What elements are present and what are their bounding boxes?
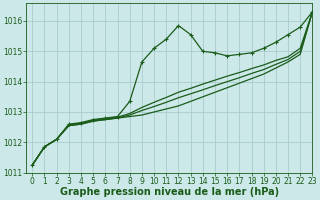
X-axis label: Graphe pression niveau de la mer (hPa): Graphe pression niveau de la mer (hPa) (60, 187, 279, 197)
